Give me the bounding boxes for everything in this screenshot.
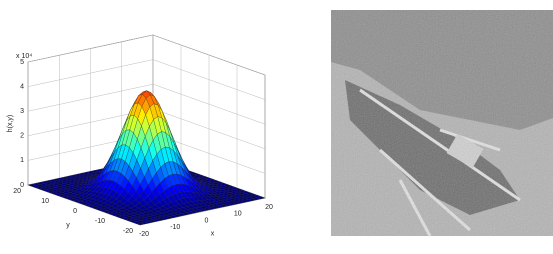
x-tick-label: 20	[265, 204, 273, 211]
y-tick-label: -20	[123, 228, 133, 235]
x-tick-label: -20	[139, 231, 149, 238]
y-axis-label: y	[66, 222, 70, 229]
z-axis-label: h(x,y)	[7, 115, 14, 133]
x-tick-label: 10	[234, 211, 242, 218]
page: 012345-20-1001020-20-1001020x 10⁴h(x,y)x…	[0, 0, 553, 254]
z-scale-label: x 10⁴	[16, 53, 32, 60]
y-tick-label: -10	[95, 218, 105, 225]
z-tick-label: 3	[20, 108, 24, 115]
x-tick-label: -10	[170, 224, 180, 231]
y-tick-label: 20	[13, 188, 21, 195]
photo-texture	[331, 10, 553, 236]
figure: 012345-20-1001020-20-1001020x 10⁴h(x,y)x…	[0, 0, 553, 249]
y-tick-label: 10	[41, 198, 49, 205]
aerial-photo	[331, 10, 553, 236]
z-tick-label: 2	[20, 133, 24, 140]
y-tick-label: 0	[73, 208, 77, 215]
z-tick-label: 1	[20, 157, 24, 164]
x-axis-label: x	[211, 230, 215, 237]
x-tick-label: 0	[205, 217, 209, 224]
z-tick-label: 5	[20, 59, 24, 66]
z-tick-label: 4	[20, 83, 24, 90]
